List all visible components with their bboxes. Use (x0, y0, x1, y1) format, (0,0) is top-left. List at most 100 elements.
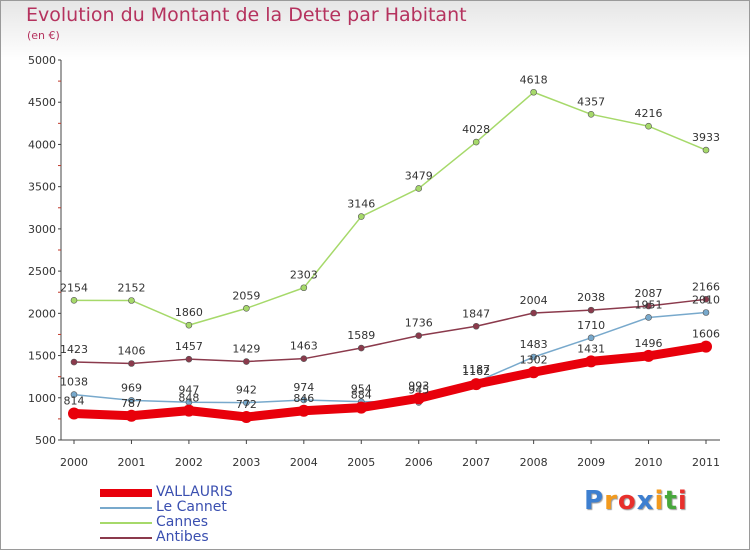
data-point-antibes (70, 358, 78, 366)
legend-swatch (100, 536, 152, 539)
data-label-antibes: 1406 (117, 344, 145, 357)
data-label-antibes: 2038 (577, 291, 605, 304)
data-label-vallauris: 772 (236, 398, 257, 411)
logo-letter: r (604, 486, 618, 516)
data-label-le-cannet: 942 (236, 384, 257, 397)
data-label-le-cannet: 974 (293, 381, 314, 394)
x-tick-label: 2010 (635, 456, 663, 469)
data-label-antibes: 1423 (60, 343, 88, 356)
data-label-cannes: 4618 (520, 73, 548, 86)
data-point-vallauris (240, 411, 253, 424)
y-tick-label: 1000 (28, 392, 56, 405)
data-point-le-cannet (702, 309, 710, 316)
data-label-vallauris: 846 (293, 392, 314, 405)
series-line-antibes (73, 298, 707, 365)
data-point-antibes (530, 309, 537, 317)
legend-item: Antibes (100, 530, 233, 545)
chart-subtitle: (en €) (27, 29, 60, 42)
data-point-cannes (587, 110, 595, 118)
logo-letter: o (617, 486, 637, 516)
legend-label: VALLAURIS (156, 484, 233, 500)
data-point-antibes (415, 332, 423, 339)
data-label-antibes: 1589 (347, 329, 375, 342)
data-label-le-cannet: 1483 (520, 338, 548, 351)
data-label-le-cannet: 947 (178, 383, 199, 396)
logo-letter: P (584, 486, 605, 516)
x-tick-label: 2006 (405, 456, 433, 469)
legend-swatch (100, 488, 152, 497)
data-label-vallauris: 1606 (692, 328, 720, 341)
data-point-cannes (357, 213, 365, 220)
y-tick-label: 2500 (28, 265, 56, 278)
data-point-antibes (645, 302, 652, 310)
data-point-le-cannet (70, 391, 78, 398)
data-label-cannes: 4357 (577, 95, 605, 108)
data-label-cannes: 4216 (635, 107, 663, 120)
data-label-vallauris: 1302 (520, 353, 548, 366)
data-label-antibes: 1847 (462, 307, 490, 320)
data-point-vallauris (355, 401, 368, 414)
data-label-antibes: 1457 (175, 340, 203, 353)
data-label-antibes: 1463 (290, 340, 318, 353)
x-tick-label: 2005 (347, 456, 375, 469)
data-point-antibes (587, 306, 595, 314)
data-label-vallauris: 1431 (577, 342, 605, 355)
data-point-vallauris (470, 378, 483, 391)
legend-item: Cannes (100, 515, 233, 530)
data-point-vallauris (68, 407, 80, 420)
data-point-vallauris (182, 404, 195, 417)
data-point-vallauris (700, 340, 712, 353)
data-label-cannes: 4028 (462, 123, 490, 136)
series-line-vallauris (73, 342, 707, 422)
chart-title: Evolution du Montant de la Dette par Hab… (26, 4, 467, 26)
data-label-vallauris: 993 (408, 379, 429, 392)
data-label-cannes: 2303 (290, 269, 318, 282)
data-point-vallauris (297, 404, 310, 417)
data-label-antibes: 2087 (635, 287, 663, 300)
logo-letter: i (677, 486, 688, 516)
data-label-antibes: 2166 (692, 280, 720, 293)
data-point-cannes (128, 297, 135, 304)
data-point-antibes (300, 355, 308, 362)
legend-item: Le Cannet (100, 500, 233, 515)
data-label-vallauris: 884 (351, 389, 372, 402)
x-tick-label: 2000 (60, 456, 88, 469)
data-label-cannes: 1860 (175, 306, 203, 319)
data-point-le-cannet (645, 314, 652, 321)
data-label-antibes: 1736 (405, 317, 433, 330)
x-tick-label: 2007 (462, 456, 490, 469)
data-label-cannes: 2059 (232, 289, 260, 302)
series-line-cannes (73, 91, 707, 326)
x-tick-label: 2009 (577, 456, 605, 469)
logo-letter: x (636, 486, 655, 516)
data-label-cannes: 2154 (60, 281, 88, 294)
y-tick-label: 500 (35, 434, 56, 447)
data-label-vallauris: 1496 (635, 337, 663, 350)
x-tick-label: 2011 (692, 456, 720, 469)
legend-swatch (100, 506, 152, 509)
data-label-vallauris: 814 (64, 394, 85, 407)
data-label-cannes: 3146 (347, 198, 375, 211)
legend-swatch (100, 521, 152, 524)
data-point-cannes (530, 88, 537, 96)
legend: VALLAURIS Le Cannet Cannes Antibes (100, 485, 233, 545)
data-point-cannes (185, 321, 193, 329)
data-label-le-cannet: 1187 (462, 363, 490, 376)
data-label-antibes: 1429 (232, 343, 260, 356)
data-label-le-cannet: 1038 (60, 376, 88, 389)
data-point-antibes (357, 344, 365, 352)
data-point-cannes (645, 122, 652, 130)
logo-letter: i (654, 486, 665, 516)
data-point-antibes (243, 358, 250, 365)
y-tick-label: 1500 (28, 350, 56, 363)
proxiti-logo: Proxiti (584, 486, 688, 516)
x-tick-label: 2001 (117, 456, 145, 469)
data-label-vallauris: 848 (178, 392, 199, 405)
x-tick-label: 2002 (175, 456, 203, 469)
x-tick-label: 2003 (232, 456, 260, 469)
x-tick-label: 2008 (520, 456, 548, 469)
data-point-vallauris (412, 392, 425, 405)
data-label-le-cannet: 945 (408, 383, 429, 396)
